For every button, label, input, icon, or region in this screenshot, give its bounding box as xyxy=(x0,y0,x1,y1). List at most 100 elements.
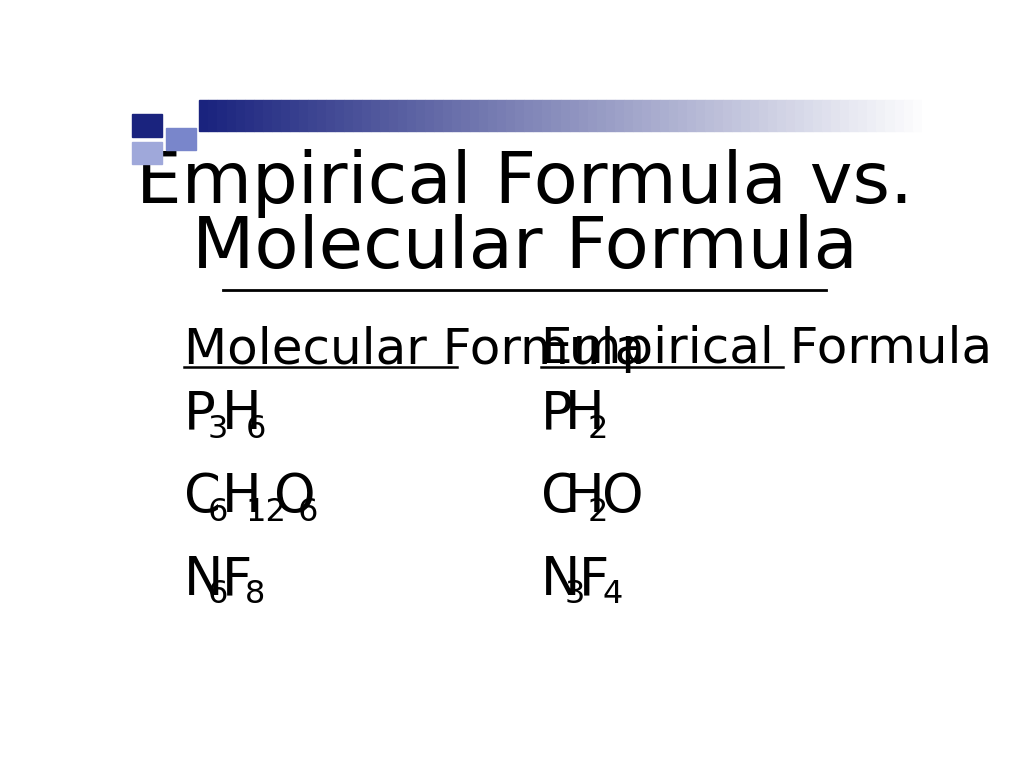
Text: 2: 2 xyxy=(588,497,608,528)
Bar xyxy=(777,100,786,131)
Bar xyxy=(453,100,461,131)
Text: 8: 8 xyxy=(246,579,266,611)
Bar xyxy=(254,100,262,131)
Bar xyxy=(470,100,479,131)
Bar xyxy=(344,100,353,131)
Bar xyxy=(895,100,903,131)
Text: 12: 12 xyxy=(246,497,287,528)
Bar xyxy=(245,100,254,131)
Bar xyxy=(732,100,741,131)
Text: 6: 6 xyxy=(298,497,318,528)
Text: 6: 6 xyxy=(207,497,227,528)
Bar xyxy=(669,100,678,131)
Bar xyxy=(678,100,687,131)
Bar xyxy=(262,100,271,131)
Bar xyxy=(166,127,197,150)
Text: 2: 2 xyxy=(588,414,608,445)
Bar xyxy=(751,100,759,131)
Bar xyxy=(841,100,849,131)
Text: F: F xyxy=(579,554,609,606)
Text: H: H xyxy=(564,389,604,441)
Text: 3: 3 xyxy=(207,414,227,445)
Bar xyxy=(705,100,714,131)
Bar xyxy=(886,100,895,131)
Bar xyxy=(588,100,597,131)
Text: H: H xyxy=(564,472,604,523)
Bar xyxy=(479,100,488,131)
Bar xyxy=(408,100,416,131)
Bar xyxy=(597,100,605,131)
Bar xyxy=(912,100,922,131)
Bar xyxy=(226,100,236,131)
Bar xyxy=(217,100,226,131)
Bar xyxy=(867,100,877,131)
Text: 3: 3 xyxy=(564,579,585,611)
Bar xyxy=(380,100,389,131)
Bar xyxy=(416,100,425,131)
Text: 6: 6 xyxy=(207,579,227,611)
Bar xyxy=(642,100,651,131)
Bar xyxy=(624,100,633,131)
Bar xyxy=(768,100,777,131)
Bar xyxy=(506,100,515,131)
Bar xyxy=(804,100,813,131)
Text: P: P xyxy=(183,389,215,441)
Bar xyxy=(822,100,831,131)
Bar xyxy=(659,100,669,131)
Bar xyxy=(858,100,867,131)
Bar xyxy=(614,100,624,131)
Bar xyxy=(308,100,316,131)
Bar xyxy=(488,100,498,131)
Bar xyxy=(335,100,344,131)
Text: H: H xyxy=(221,472,261,523)
Bar xyxy=(498,100,506,131)
Bar xyxy=(534,100,543,131)
Bar xyxy=(434,100,443,131)
Bar xyxy=(290,100,299,131)
Bar xyxy=(316,100,326,131)
Text: H: H xyxy=(221,389,261,441)
Bar xyxy=(552,100,560,131)
Text: O: O xyxy=(602,472,644,523)
Bar xyxy=(515,100,524,131)
Bar xyxy=(831,100,841,131)
Text: F: F xyxy=(221,554,252,606)
Text: C: C xyxy=(541,472,578,523)
Bar xyxy=(326,100,335,131)
Bar xyxy=(579,100,588,131)
Bar xyxy=(849,100,858,131)
Bar xyxy=(132,114,162,137)
Bar xyxy=(605,100,614,131)
Bar xyxy=(209,100,217,131)
Bar xyxy=(461,100,470,131)
Bar xyxy=(271,100,281,131)
Bar xyxy=(651,100,659,131)
Text: Empirical Formula: Empirical Formula xyxy=(541,326,992,373)
Text: Molecular Formula: Molecular Formula xyxy=(183,326,645,373)
Bar xyxy=(723,100,732,131)
Bar xyxy=(524,100,534,131)
Bar xyxy=(389,100,398,131)
Bar xyxy=(903,100,912,131)
Bar xyxy=(443,100,453,131)
Bar xyxy=(741,100,751,131)
Bar xyxy=(786,100,796,131)
Bar xyxy=(560,100,569,131)
Bar xyxy=(813,100,822,131)
Text: Molecular Formula: Molecular Formula xyxy=(191,214,858,283)
Text: 4: 4 xyxy=(602,579,623,611)
Bar xyxy=(696,100,705,131)
Bar xyxy=(687,100,696,131)
Bar xyxy=(633,100,642,131)
Text: N: N xyxy=(183,554,223,606)
Bar xyxy=(361,100,371,131)
Bar xyxy=(569,100,579,131)
Text: C: C xyxy=(183,472,220,523)
Bar xyxy=(353,100,361,131)
Bar xyxy=(796,100,804,131)
Bar xyxy=(132,142,162,164)
Text: Empirical Formula vs.: Empirical Formula vs. xyxy=(136,149,913,218)
Text: O: O xyxy=(274,472,315,523)
Bar xyxy=(714,100,723,131)
Bar xyxy=(543,100,552,131)
